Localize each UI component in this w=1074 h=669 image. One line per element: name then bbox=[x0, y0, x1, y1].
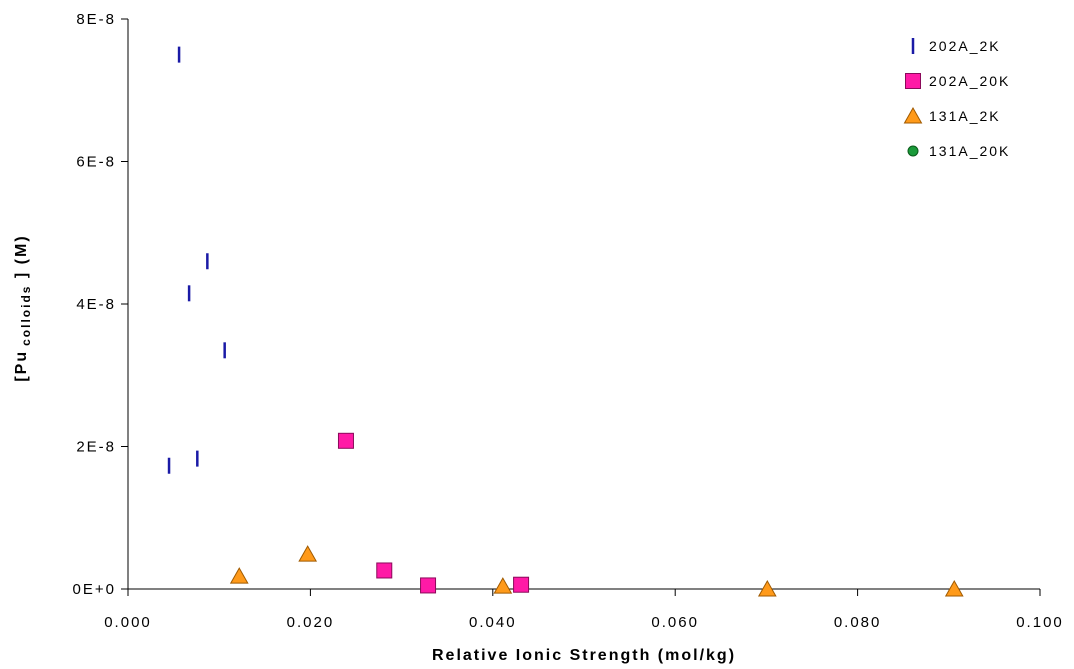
legend-item: 131A_2K bbox=[903, 106, 1001, 124]
axes bbox=[127, 19, 1040, 590]
series-202a-2k bbox=[167, 46, 226, 474]
x-tick-label: 0.000 bbox=[104, 614, 152, 631]
legend-item: 202A_20K bbox=[905, 73, 1010, 89]
x-tick-label: 0.060 bbox=[651, 614, 699, 631]
x-tick-label: 0.100 bbox=[1016, 614, 1064, 631]
x-ticks: 0.000 0.020 0.040 0.060 0.080 0.100 bbox=[104, 589, 1064, 631]
legend-label: 202A_20K bbox=[929, 73, 1010, 89]
data-point bbox=[420, 577, 437, 594]
legend-item: 202A_2K bbox=[911, 38, 1001, 54]
y-tick-label: 4E-8 bbox=[76, 296, 116, 313]
legend-label: 131A_2K bbox=[929, 108, 1001, 124]
y-axis-title-suffix: ] (M) bbox=[13, 234, 30, 284]
legend-marker bbox=[903, 106, 923, 124]
data-point bbox=[493, 577, 513, 594]
y-axis-title-prefix: [Pu bbox=[13, 350, 30, 382]
data-point bbox=[944, 579, 964, 597]
data-point bbox=[229, 567, 249, 584]
legend-marker bbox=[907, 145, 919, 157]
series-131a-2k bbox=[229, 545, 964, 597]
legend-label: 131A_20K bbox=[929, 143, 1010, 159]
y-axis-title-subscript: colloids bbox=[19, 285, 33, 346]
y-tick-label: 6E-8 bbox=[76, 154, 116, 171]
legend-marker bbox=[905, 73, 921, 89]
y-tick-label: 0E+0 bbox=[73, 581, 116, 598]
x-tick-label: 0.040 bbox=[469, 614, 517, 631]
data-points bbox=[167, 46, 964, 597]
data-point bbox=[757, 579, 777, 597]
data-point bbox=[298, 545, 318, 562]
y-ticks: 0E+0 2E-8 4E-8 6E-8 8E-8 bbox=[73, 11, 128, 598]
data-point bbox=[513, 576, 530, 593]
data-point bbox=[337, 432, 354, 449]
y-axis-title: [Pu colloids ] (M) bbox=[13, 234, 33, 381]
y-tick-label: 2E-8 bbox=[76, 439, 116, 456]
data-point bbox=[376, 562, 393, 579]
legend-item: 131A_20K bbox=[907, 143, 1010, 159]
x-tick-label: 0.020 bbox=[287, 614, 335, 631]
x-axis-title: Relative Ionic Strength (mol/kg) bbox=[432, 647, 736, 664]
y-tick-label: 8E-8 bbox=[76, 11, 116, 28]
legend: 202A_2K 202A_20K 131A_2K 131A_20K bbox=[903, 38, 1010, 159]
legend-label: 202A_2K bbox=[929, 38, 1001, 54]
x-tick-label: 0.080 bbox=[834, 614, 882, 631]
series-202a-20k bbox=[337, 432, 530, 594]
